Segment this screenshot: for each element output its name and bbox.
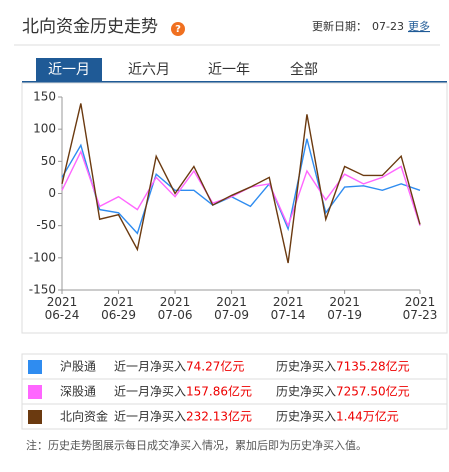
legend-name: 沪股通 [60,360,96,374]
month-value: 157.86亿元 [186,384,252,399]
x-tick-label: 2021 06-24 [45,295,80,322]
legend-swatch [28,360,42,374]
tab[interactable]: 全部 [290,61,318,78]
y-tick-label: -100 [29,250,56,264]
summary-table [21,353,448,430]
series-line [61,103,421,264]
month-label: 近一月净买入 [114,360,186,374]
legend-name: 深股通 [60,385,96,399]
x-tick-label: 2021 06-29 [101,295,136,322]
month-label: 近一月净买入 [114,410,186,424]
title: 北向资金历史走势 [22,17,158,37]
month-value: 74.27亿元 [186,359,244,374]
month-label: 近一月净买入 [114,385,186,399]
y-tick-label: 150 [33,90,56,104]
y-tick-label: -50 [36,218,56,232]
y-tick-label: 0 [48,186,56,200]
total-value: 1.44万亿元 [336,409,399,424]
series-line [61,149,421,228]
x-tick-label: 2021 07-06 [158,295,193,322]
legend-swatch [28,385,42,399]
total-value: 7135.28亿元 [336,359,410,374]
tab[interactable]: 近六月 [128,62,170,78]
note: 注：历史走势图展示每日成交净买入情况，累加后即为历史净买入值。 [26,438,367,452]
chart-frame [21,82,448,334]
total-value: 7257.50亿元 [336,384,410,399]
active-tab-bg[interactable] [36,58,102,82]
total-label: 历史净买入 [276,385,336,399]
update-label: 更新日期： [312,19,367,33]
y-tick-label: 50 [41,154,56,168]
more-link[interactable]: 更多 [408,19,430,33]
tab[interactable]: 近一年 [208,62,250,78]
help-text[interactable]: ? [175,24,181,35]
legend-swatch [28,410,42,424]
total-label: 历史净买入 [276,360,336,374]
tab[interactable]: 近一月 [48,62,90,78]
legend-name: 北向资金 [60,409,108,424]
update-date: 07-23 [372,20,404,33]
help-icon[interactable] [171,22,185,36]
series-line [61,138,421,235]
y-tick-label: -150 [29,283,56,297]
x-tick-label: 2021 07-09 [214,295,249,322]
y-tick-label: 100 [33,122,56,136]
month-value: 232.13亿元 [186,409,252,424]
x-tick-label: 2021 07-19 [327,295,362,322]
x-tick-label: 2021 07-14 [271,295,306,322]
total-label: 历史净买入 [276,410,336,424]
x-tick-label: 2021 07-23 [403,295,438,322]
